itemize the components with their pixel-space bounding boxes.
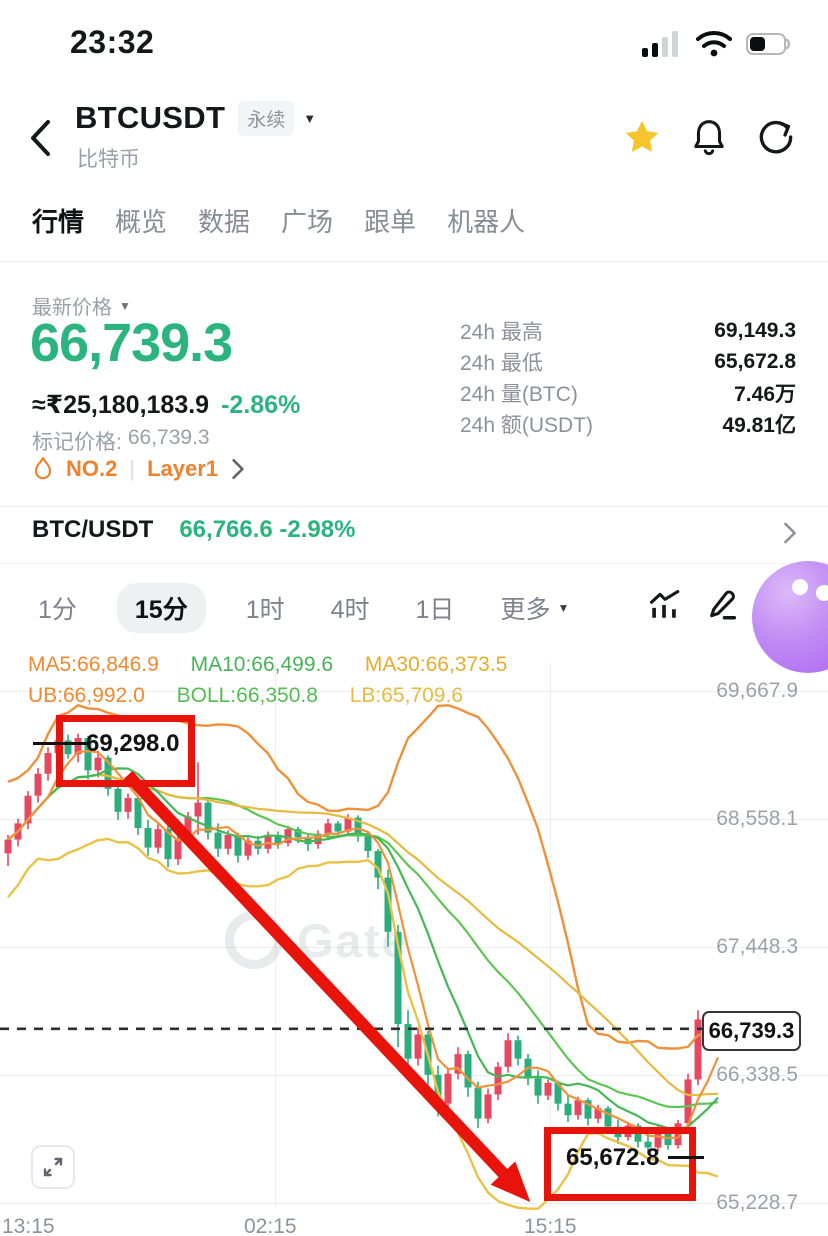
tab-data[interactable]: 数据 <box>198 207 251 237</box>
low-marker-line <box>668 1156 704 1159</box>
share-refresh-icon[interactable] <box>757 118 795 156</box>
timeframe-toolbar: 1分 15分 1时 4时 1日 更多 ▼ <box>32 583 575 633</box>
stat-row-turnover: 24h 额(USDT) 49.81亿 <box>460 414 796 437</box>
x-axis-label: 13:15 <box>2 1215 55 1236</box>
x-axis-label: 15:15 <box>524 1215 577 1236</box>
tab-square[interactable]: 广场 <box>281 207 334 237</box>
stat-row-high: 24h 最高 69,149.3 <box>460 319 796 344</box>
tab-market[interactable]: 行情 <box>32 207 85 237</box>
spot-pair-row[interactable]: BTC/USDT 66,766.6 -2.98% <box>32 516 355 544</box>
battery-icon <box>746 32 791 55</box>
last-price: 66,739.3 <box>30 313 233 373</box>
annotation-box-low <box>544 1127 696 1201</box>
tab-copy-trading[interactable]: 跟单 <box>364 207 417 237</box>
timeframe-15m[interactable]: 15分 <box>116 583 206 633</box>
status-icons <box>642 30 792 57</box>
legend-ub: UB:66,992.0 <box>28 684 145 707</box>
y-axis-label: 69,667.9 <box>716 679 798 702</box>
divider <box>0 261 828 262</box>
x-axis-label: 02:15 <box>244 1215 297 1236</box>
timeframe-1m[interactable]: 1分 <box>38 596 77 624</box>
legend-ma5: MA5:66,846.9 <box>28 653 159 676</box>
y-axis-label: 66,338.5 <box>716 1063 798 1086</box>
chevron-right-icon <box>232 458 244 480</box>
chat-dot <box>792 579 808 595</box>
current-price-tag: 66,739.3 <box>702 1011 801 1051</box>
draw-pencil-icon[interactable] <box>706 588 740 622</box>
y-axis-label: 65,228.7 <box>716 1191 798 1214</box>
kline-chart-area[interactable]: Gate MA5:66,846.9 MA10:66,499.6 MA30:66,… <box>0 645 828 1236</box>
chevron-right-icon[interactable] <box>782 520 798 546</box>
annotation-low-price: 65,672.8 <box>566 1144 660 1171</box>
stat-row-volume: 24h 量(BTC) 7.46万 <box>460 383 796 406</box>
timeframe-1h[interactable]: 1时 <box>245 596 285 624</box>
tab-bots[interactable]: 机器人 <box>447 207 526 237</box>
token-badges[interactable]: NO.2 | Layer1 <box>32 456 246 482</box>
divider <box>0 506 828 507</box>
category-badge: Layer1 <box>147 456 219 481</box>
back-button[interactable] <box>28 118 54 163</box>
legend-ma10: MA10:66,499.6 <box>190 653 334 676</box>
annotation-high-price: 69,298.0 <box>86 730 180 757</box>
rank-badge: NO.2 <box>66 456 118 481</box>
expand-icon <box>43 1157 63 1177</box>
chevron-down-icon: ▼ <box>119 298 131 313</box>
timeframe-1d[interactable]: 1日 <box>415 596 455 624</box>
contract-dropdown-caret[interactable]: ▼ <box>303 110 317 126</box>
indicator-legend: MA5:66,846.9 MA10:66,499.6 MA30:66,373.5… <box>28 653 559 708</box>
timeframe-4h[interactable]: 4时 <box>330 596 370 624</box>
y-axis-label: 67,448.3 <box>716 935 798 958</box>
tab-overview[interactable]: 概览 <box>115 207 168 237</box>
legend-ma30: MA30:66,373.5 <box>364 653 508 676</box>
stats-24h: 24h 最高 69,149.3 24h 最低 65,672.8 24h 量(BTC)… <box>460 316 796 439</box>
spot-price-change: 66,766.6 -2.98% <box>179 516 356 543</box>
coin-name: 比特币 <box>77 148 140 171</box>
alert-bell-icon[interactable] <box>691 118 727 156</box>
divider <box>0 563 828 564</box>
contract-type-badge: 永续 <box>238 100 295 136</box>
latest-price-dropdown[interactable]: 最新价格 ▼ <box>32 297 131 319</box>
legend-boll: BOLL:66,350.8 <box>176 684 318 707</box>
signal-icon <box>642 30 678 57</box>
flame-icon <box>34 457 52 480</box>
indicator-icon[interactable] <box>648 588 682 622</box>
change-percent: -2.86% <box>221 391 301 419</box>
spot-pair: BTC/USDT <box>32 516 154 543</box>
fiat-value: ≈₹25,180,183.9 <box>32 391 210 419</box>
contract-symbol: BTCUSDT <box>75 100 226 135</box>
fullscreen-expand-button[interactable] <box>31 1145 75 1189</box>
high-marker-line <box>33 742 89 745</box>
timeframe-more[interactable]: 更多 ▼ <box>500 596 570 624</box>
legend-lb: LB:65,709.6 <box>349 684 463 707</box>
chat-dot <box>816 585 828 601</box>
y-axis-label: 68,558.1 <box>716 807 798 830</box>
mark-price-label: 标记价格: <box>32 431 122 454</box>
status-time: 23:32 <box>70 24 155 60</box>
wifi-icon <box>696 31 732 57</box>
chevron-down-icon: ▼ <box>557 601 570 615</box>
stat-row-low: 24h 最低 65,672.8 <box>460 350 796 375</box>
mark-price-value: 66,739.3 <box>127 426 210 449</box>
main-nav-tabs: 行情 概览 数据 广场 跟单 机器人 <box>32 202 525 239</box>
favorite-star-icon[interactable] <box>623 118 661 156</box>
